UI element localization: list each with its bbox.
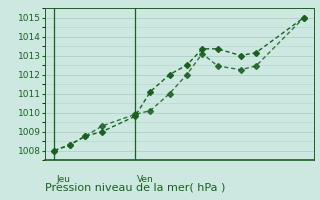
Text: Pression niveau de la mer( hPa ): Pression niveau de la mer( hPa ) (45, 182, 225, 192)
Text: Ven: Ven (137, 175, 153, 184)
Text: Jeu: Jeu (56, 175, 70, 184)
